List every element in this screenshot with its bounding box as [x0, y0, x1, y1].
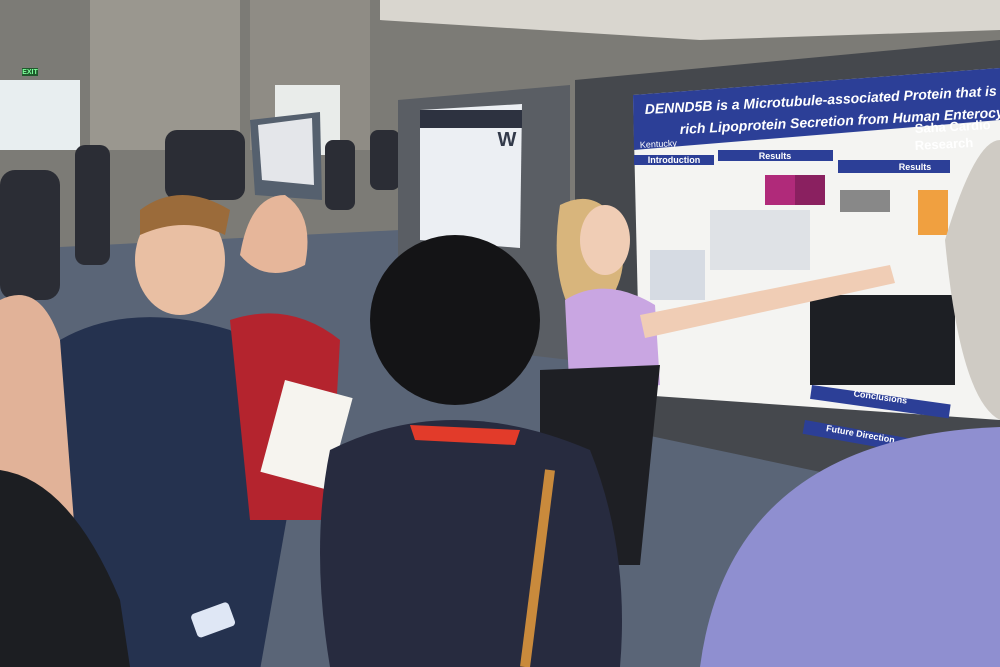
person — [75, 145, 110, 265]
person — [165, 130, 245, 200]
figure — [840, 190, 890, 212]
ceiling — [380, 0, 1000, 40]
figure — [765, 175, 795, 205]
hair — [140, 195, 230, 235]
poster-title-bar — [633, 68, 1000, 150]
figure — [918, 190, 948, 235]
poster-header — [420, 110, 522, 128]
face — [580, 205, 630, 275]
phone — [191, 602, 236, 638]
wall-panel — [90, 0, 240, 150]
jacket — [320, 420, 622, 667]
person — [325, 140, 355, 210]
section-heading: Introduction — [648, 155, 701, 165]
section-bar — [718, 150, 833, 161]
figure — [650, 250, 705, 300]
face — [135, 205, 225, 315]
section-heading: Results — [899, 162, 932, 172]
exit-text: EXIT — [22, 69, 38, 76]
lanyard — [410, 425, 520, 445]
figures — [650, 175, 955, 385]
section-bar — [838, 160, 950, 173]
doorway — [0, 80, 80, 150]
figure — [795, 175, 825, 205]
section-bar — [634, 155, 714, 165]
presenter — [540, 198, 895, 565]
person — [0, 170, 60, 300]
attendee-left — [0, 195, 353, 667]
figure — [810, 295, 955, 385]
poster — [420, 104, 522, 248]
section-bar — [810, 384, 951, 419]
university: Kentucky — [640, 138, 678, 150]
shirt — [700, 427, 1000, 667]
face — [240, 195, 308, 273]
exit-sign — [22, 68, 38, 76]
center-name: Research — [914, 135, 973, 153]
person — [370, 130, 400, 190]
hair — [945, 140, 1000, 420]
center-name: Saha Cardio — [914, 117, 991, 136]
hair — [370, 235, 540, 405]
poster-logo: W — [498, 129, 517, 151]
bag-strap — [520, 469, 555, 667]
arm — [640, 265, 895, 338]
section-heading: Results — [759, 151, 792, 161]
attendee-right — [700, 140, 1000, 667]
crowd — [0, 130, 400, 300]
jacket — [0, 470, 130, 667]
figure — [710, 210, 810, 270]
attendee-front — [320, 235, 622, 667]
poster — [258, 118, 314, 185]
